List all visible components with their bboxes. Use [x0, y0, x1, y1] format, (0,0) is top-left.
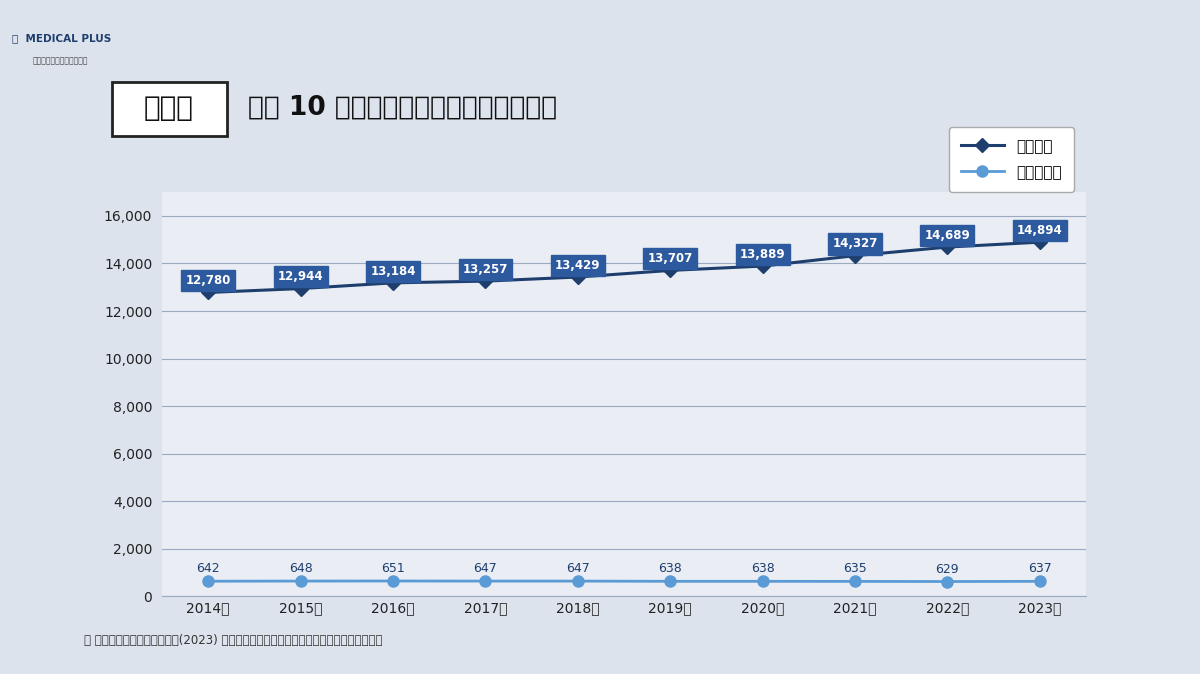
- Text: 13,707: 13,707: [648, 252, 692, 265]
- Text: 648: 648: [289, 562, 312, 575]
- 診療所数: [571, 273, 586, 281]
- Text: 過去 10 年間の診療所数と病院数の推移: 過去 10 年間の診療所数と病院数の推移: [248, 95, 557, 121]
- 病　院　数: [756, 577, 770, 585]
- Text: 638: 638: [659, 562, 682, 576]
- Text: 14,327: 14,327: [833, 237, 877, 251]
- Text: 12,944: 12,944: [277, 270, 324, 283]
- 病　院　数: [386, 577, 401, 585]
- Text: ＊ 出典：厚生労働省「令和５(2023) 年医療施設（静態・動態）調査・病院報告の概況」: ＊ 出典：厚生労働省「令和５(2023) 年医療施設（静態・動態）調査・病院報告…: [84, 634, 383, 647]
- Text: 13,889: 13,889: [739, 248, 786, 261]
- Text: 13,429: 13,429: [556, 259, 600, 272]
- Text: 14,894: 14,894: [1016, 224, 1063, 237]
- 病　院　数: [1032, 578, 1046, 586]
- 病　院　数: [294, 577, 308, 585]
- Text: 647: 647: [566, 562, 589, 575]
- Text: 12,780: 12,780: [186, 274, 230, 287]
- Text: 647: 647: [474, 562, 497, 575]
- Text: 13,184: 13,184: [371, 265, 415, 278]
- 診療所数: [1032, 238, 1046, 246]
- Bar: [112, 82, 227, 136]
- Text: 14,689: 14,689: [924, 229, 971, 242]
- Text: 637: 637: [1028, 562, 1051, 576]
- Line: 診療所数: 診療所数: [203, 237, 1045, 297]
- 病　院　数: [664, 577, 678, 585]
- 診療所数: [294, 284, 308, 293]
- Text: 株式会社メディカルプラス: 株式会社メディカルプラス: [32, 56, 88, 65]
- Legend: 診療所数, 病　院　数: 診療所数, 病 院 数: [949, 127, 1074, 192]
- 診療所数: [202, 288, 216, 297]
- Text: 638: 638: [751, 562, 774, 576]
- Text: 642: 642: [197, 562, 220, 576]
- Text: 635: 635: [844, 562, 866, 576]
- 病　院　数: [571, 577, 586, 585]
- 病　院　数: [847, 578, 862, 586]
- 診療所数: [664, 266, 678, 274]
- 診療所数: [941, 243, 955, 251]
- Text: 651: 651: [382, 562, 404, 575]
- 病　院　数: [479, 577, 493, 585]
- 診療所数: [386, 279, 401, 287]
- 病　院　数: [941, 578, 955, 586]
- 診療所数: [479, 277, 493, 285]
- Text: 13,257: 13,257: [463, 263, 508, 276]
- Text: 629: 629: [936, 563, 959, 576]
- Text: 東京都: 東京都: [144, 94, 194, 122]
- Line: 病　院　数: 病 院 数: [203, 576, 1045, 587]
- 病　院　数: [202, 577, 216, 585]
- Text: 𝑴  MEDICAL PLUS: 𝑴 MEDICAL PLUS: [12, 33, 112, 43]
- 診療所数: [847, 251, 862, 259]
- 診療所数: [756, 262, 770, 270]
